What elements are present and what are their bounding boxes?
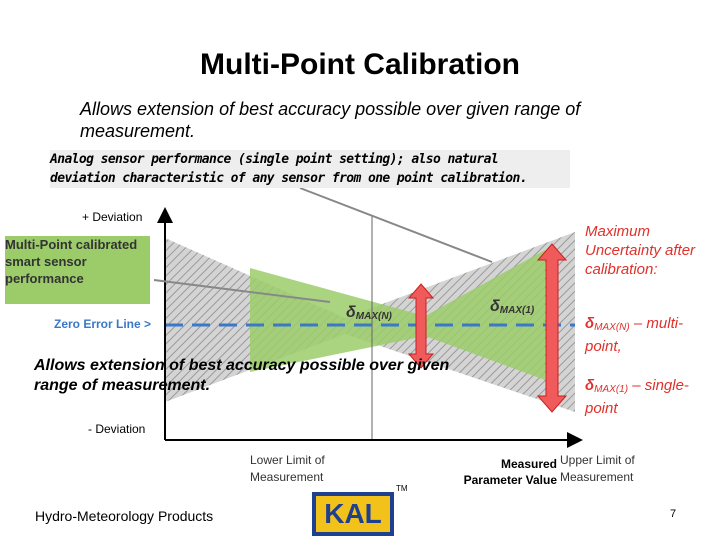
footer-left: Hydro-Meteorology Products: [35, 508, 214, 524]
delta-n: δMAX(N): [346, 304, 392, 322]
zero-line-label: Zero Error Line >: [54, 317, 152, 331]
text: – single-point: [585, 377, 689, 417]
text: δ: [346, 304, 356, 321]
legend-item-n: δMAX(N) – multi-point,: [585, 314, 715, 356]
text: MAX(1): [499, 305, 535, 316]
delta-arrows: [407, 243, 568, 413]
text: MAX(N): [594, 322, 630, 333]
title: Multi-Point Calibration: [200, 48, 520, 81]
callout-pointer: [299, 187, 493, 263]
annotation: Allows extension of best accuracy possib…: [34, 357, 450, 394]
subtitle: Allows extension of best accuracy possib…: [80, 99, 581, 141]
text: δ: [490, 298, 500, 315]
delta-1: δMAX(1): [490, 298, 534, 316]
lower-limit: Lower Limit of Measurement: [250, 453, 325, 484]
text: MAX(N): [355, 311, 392, 322]
label-pointer: [153, 279, 331, 303]
text: – multi-point,: [585, 315, 684, 355]
multipoint-label: Multi-Point calibrated smart sensor perf…: [5, 236, 150, 304]
multi-point-band: [250, 250, 545, 380]
plus-deviation: + Deviation: [82, 210, 143, 224]
legend-heading: Maximum Uncertainty after calibration:: [585, 223, 696, 278]
callout: Analog sensor performance (single point …: [50, 150, 570, 188]
measured: Measured Parameter Value: [463, 457, 557, 487]
trademark: TM: [396, 484, 408, 493]
text: δ: [585, 315, 595, 332]
text: δ: [585, 377, 595, 394]
upper-limit: Upper Limit of Measurement: [560, 453, 635, 484]
minus-deviation: - Deviation: [88, 422, 146, 436]
text: MAX(1): [594, 384, 629, 395]
logo: KAL: [324, 498, 382, 529]
page-number: 7: [670, 508, 677, 520]
legend-item-1: δMAX(1) – single-point: [585, 376, 715, 418]
logo-graphic: [312, 492, 394, 536]
